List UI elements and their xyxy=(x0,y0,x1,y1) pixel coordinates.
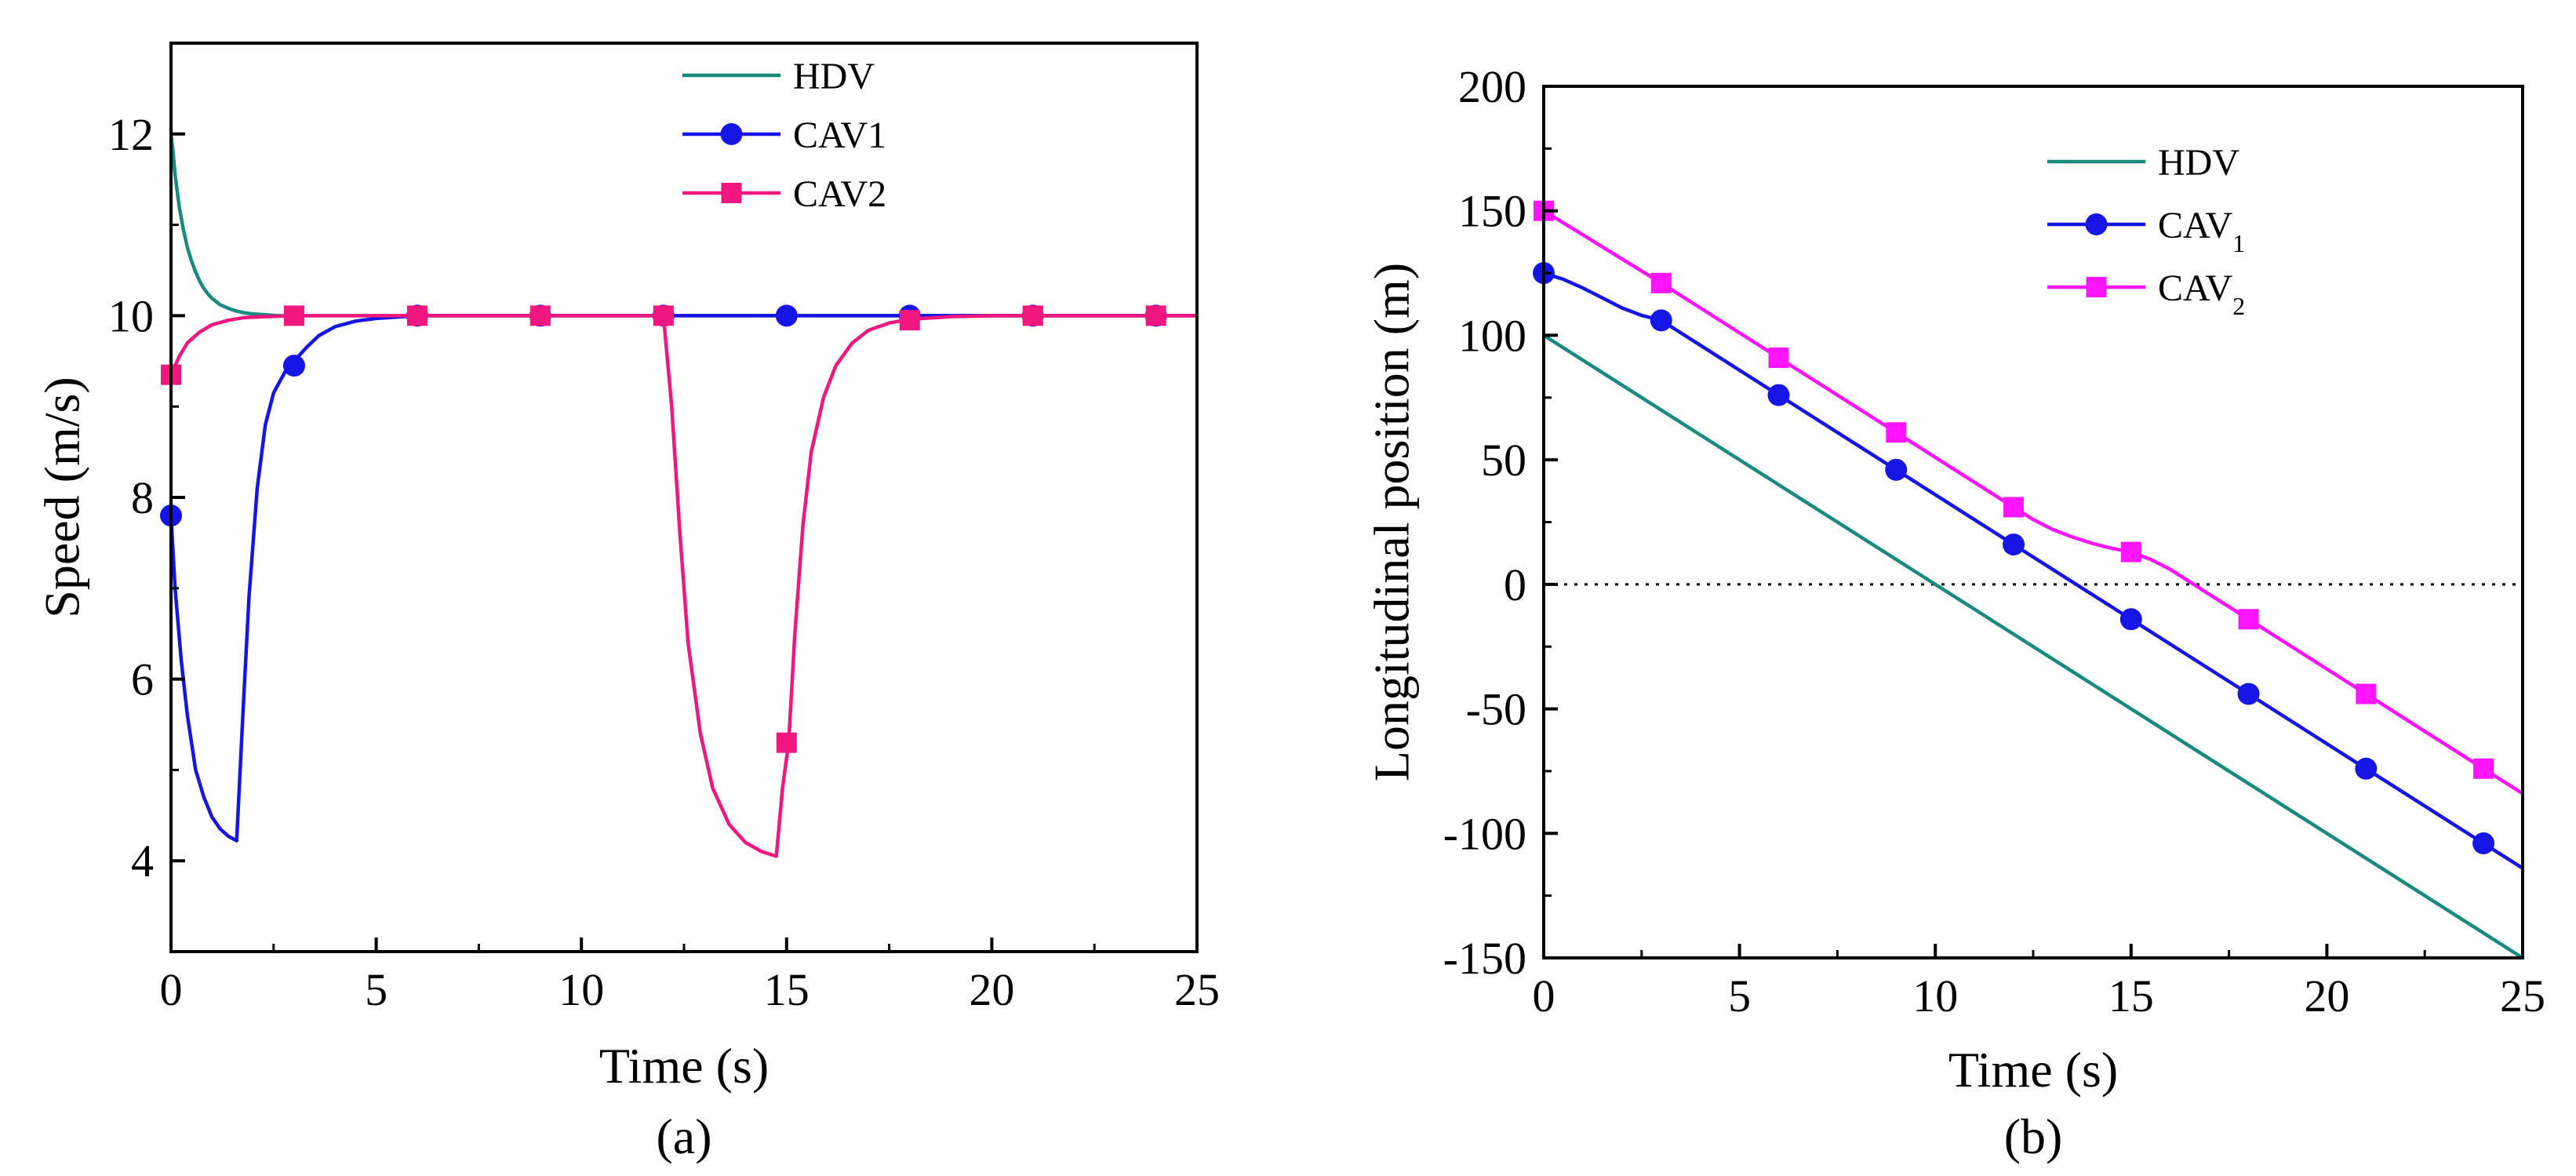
data-point-cav1 xyxy=(282,355,305,377)
x-tick-label: 10 xyxy=(1912,970,1958,1021)
data-point-cav2 xyxy=(2238,609,2259,630)
data-point-cav2 xyxy=(1886,422,1907,443)
x-tick-label: 25 xyxy=(2500,970,2545,1021)
panel-label-b: (b) xyxy=(2004,1109,2063,1164)
data-point-cav1 xyxy=(2237,683,2260,705)
data-point-cav2 xyxy=(2120,541,2141,563)
y-tick-label: 12 xyxy=(108,109,154,160)
data-point-cav2 xyxy=(406,305,428,326)
y-tick-label: -100 xyxy=(1443,808,1526,859)
legend-label-hdv: HDV xyxy=(2158,142,2239,184)
x-tick-label: 0 xyxy=(1533,970,1555,1021)
speed-tick-group: 0 5 10 15 20 25 4 6 8 10 12 xyxy=(108,109,1220,1015)
data-point-cav2 xyxy=(1768,347,1789,368)
x-tick-label: 5 xyxy=(1728,970,1751,1021)
panel-label-a: (a) xyxy=(656,1109,711,1164)
y-tick-label: 50 xyxy=(1481,435,1526,486)
speed-y-axis-label: Speed (m/s) xyxy=(34,377,89,618)
x-tick-label: 0 xyxy=(160,964,183,1015)
position-x-axis-label: Time (s) xyxy=(1948,1042,2118,1098)
position-tick-group: 0 5 10 15 20 25 200 150 100 50 0 -50 -100 -150 xyxy=(1443,61,2545,1021)
y-tick-label: -150 xyxy=(1443,933,1526,984)
x-tick-label: 10 xyxy=(558,964,604,1015)
series-line-cav2 xyxy=(171,314,1197,858)
data-point-cav2 xyxy=(899,310,920,331)
legend-label-cav2: CAV2 xyxy=(793,173,886,215)
data-point-cav2 xyxy=(1650,272,1672,293)
data-point-cav1 xyxy=(2472,832,2495,854)
data-point-cav2 xyxy=(1145,305,1166,326)
x-tick-label: 20 xyxy=(969,964,1014,1015)
data-point-cav1 xyxy=(2119,608,2142,631)
data-point-cav1 xyxy=(1885,458,1908,481)
data-point-cav1 xyxy=(1650,309,1672,332)
y-tick-label: 4 xyxy=(131,836,154,887)
y-tick-label: 150 xyxy=(1458,186,1526,237)
speed-x-axis-label: Time (s) xyxy=(599,1038,769,1094)
data-point-cav1 xyxy=(2355,757,2378,780)
data-point-cav2 xyxy=(653,305,674,326)
x-tick-label: 20 xyxy=(2304,970,2349,1021)
position-y-axis-label: Longitudinal position (m) xyxy=(1363,263,1419,781)
legend-label-subscript: 2 xyxy=(2232,292,2245,320)
legend-label-cav1: CAV1 xyxy=(793,115,886,156)
data-point-cav1 xyxy=(775,304,798,327)
x-tick-label: 15 xyxy=(2108,970,2154,1021)
y-tick-label: 200 xyxy=(1458,61,1526,112)
data-point-cav2 xyxy=(2473,758,2494,779)
legend-marker-cav2 xyxy=(721,183,742,203)
x-tick-label: 15 xyxy=(764,964,810,1015)
data-point-cav2 xyxy=(283,305,304,326)
x-tick-label: 25 xyxy=(1174,964,1220,1015)
speed-legend: HDV CAV1 CAV2 xyxy=(682,56,886,215)
x-tick-label: 5 xyxy=(365,964,387,1015)
y-tick-label: 100 xyxy=(1458,310,1526,361)
series-line-cav1 xyxy=(171,314,1197,843)
speed-chart-panel: 0 5 10 15 20 25 4 6 8 10 12 HDV CAV1 CAV2 Time (s) S… xyxy=(34,42,1220,1164)
data-point-cav2 xyxy=(776,732,797,753)
legend-marker-cav1 xyxy=(720,123,743,145)
legend-marker-cav1 xyxy=(2085,213,2108,235)
y-tick-label: 8 xyxy=(131,472,154,523)
series-line-hdv xyxy=(1544,333,2523,958)
legend-label-hdv: HDV xyxy=(793,56,875,97)
data-point-cav2 xyxy=(2003,497,2025,518)
legend-marker-cav2 xyxy=(2086,277,2107,297)
data-point-cav2 xyxy=(1022,305,1043,326)
legend-label-subscript: 1 xyxy=(2232,229,2245,257)
data-point-cav2 xyxy=(529,305,551,326)
data-point-cav1 xyxy=(1767,384,1790,406)
data-point-cav1 xyxy=(2003,533,2025,556)
y-tick-label: -50 xyxy=(1466,684,1526,735)
y-tick-label: 10 xyxy=(108,290,154,341)
y-tick-label: 0 xyxy=(1504,559,1526,610)
data-point-cav2 xyxy=(2356,683,2377,705)
y-tick-label: 6 xyxy=(131,654,154,705)
